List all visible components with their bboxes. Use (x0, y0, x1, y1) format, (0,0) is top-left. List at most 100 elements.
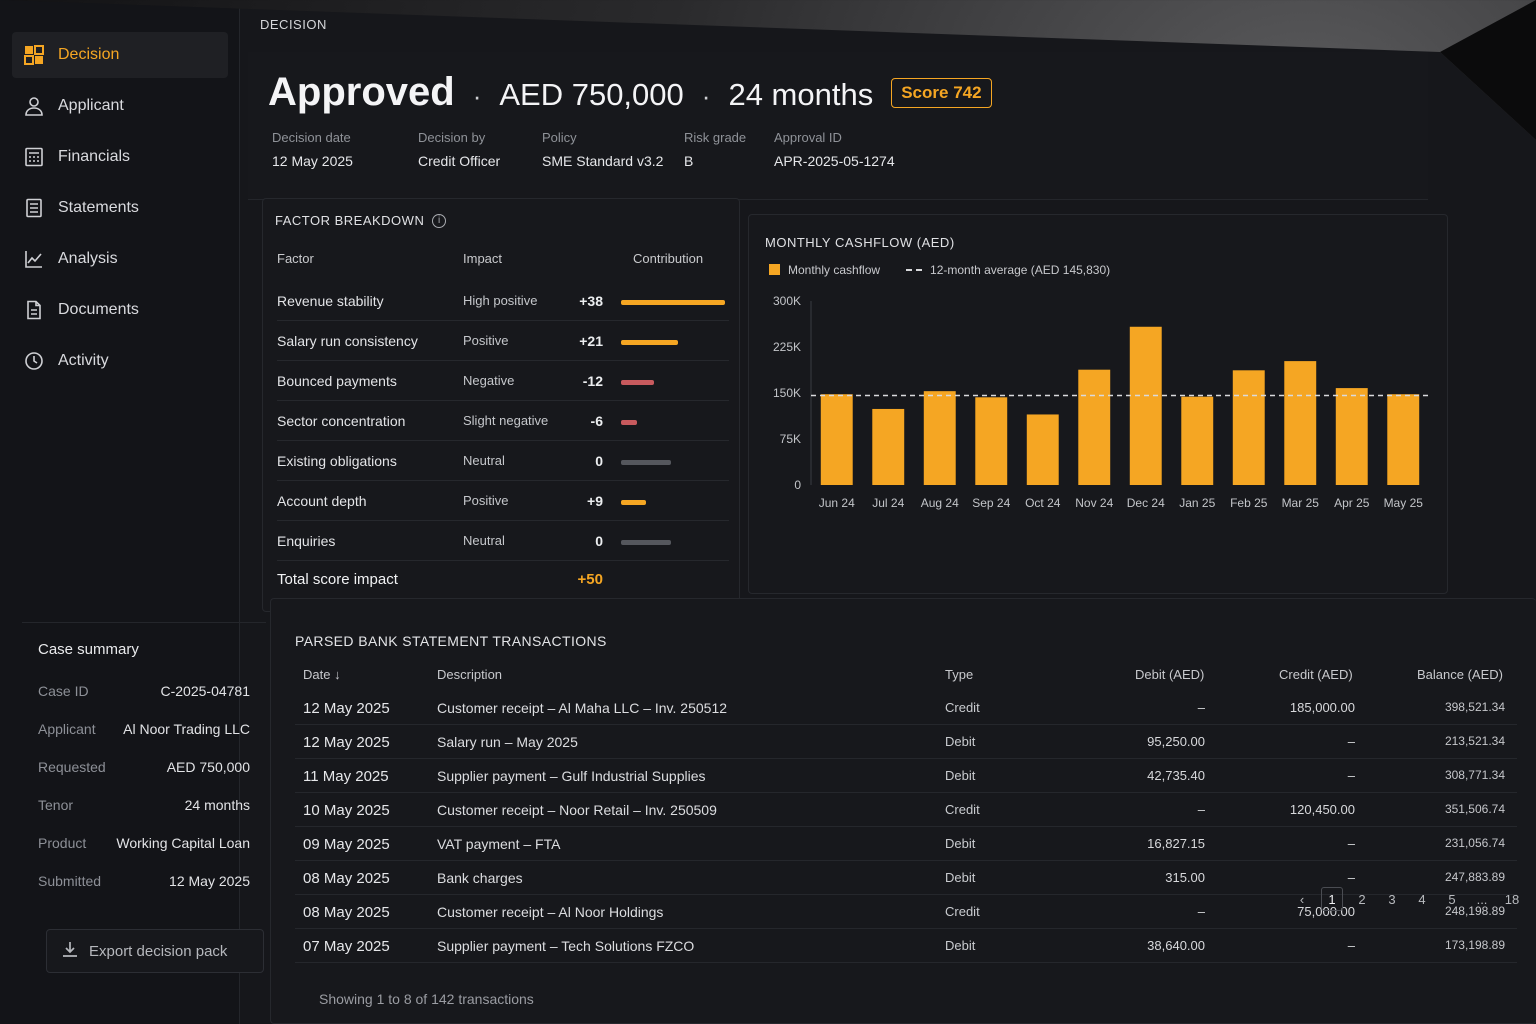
case-key: Case ID (38, 683, 89, 699)
sidebar-item-documents[interactable]: Documents (12, 287, 228, 333)
table-row[interactable]: 07 May 2025 Supplier payment – Tech Solut… (295, 929, 1517, 963)
table-row[interactable]: 10 May 2025 Customer receipt – Noor Retai… (295, 793, 1517, 827)
txn-description: Salary run – May 2025 (437, 734, 578, 750)
case-summary-title: Case summary (38, 641, 139, 658)
meta-value: APR-2025-05-1274 (774, 153, 895, 169)
bar-mar-25 (1284, 361, 1317, 485)
txn-type: Credit (945, 904, 980, 919)
credit-column-header: Credit (AED) (1279, 667, 1353, 682)
txn-credit: 185,000.00 (1289, 700, 1355, 715)
table-row[interactable]: 08 May 2025 Bank charges Debit 315.00 – 247,8… (295, 861, 1517, 895)
legend-item-cashflow: Monthly cashflow (769, 263, 880, 277)
txn-description: Bank charges (437, 870, 523, 886)
y-tick-label: 225K (773, 340, 801, 354)
transactions-title: PARSED BANK STATEMENT TRANSACTIONS (295, 633, 607, 649)
total-label: Total score impact (277, 571, 398, 588)
factor-value: 0 (595, 453, 603, 469)
sidebar-item-statements[interactable]: Statements (12, 185, 228, 231)
page-2-button[interactable]: 2 (1358, 891, 1366, 907)
factor-breakdown-panel: FACTOR BREAKDOWN i Factor Impact Contrib… (262, 198, 740, 612)
x-tick-label: Jun 24 (819, 496, 855, 510)
txn-date: 07 May 2025 (303, 938, 390, 955)
export-label: Export decision pack (89, 942, 228, 960)
table-row[interactable]: 08 May 2025 Customer receipt – Al Noor Ho… (295, 895, 1517, 929)
meta-label: Decision date (272, 130, 351, 145)
txn-debit: – (1197, 700, 1205, 715)
page-18-button[interactable]: 18 (1504, 891, 1520, 907)
txn-type: Debit (945, 836, 976, 851)
txn-date: 12 May 2025 (303, 734, 390, 751)
sidebar-item-applicant[interactable]: Applicant (12, 83, 228, 129)
meta-value: 12 May 2025 (272, 153, 353, 169)
case-value: AED 750,000 (166, 759, 250, 775)
date-column-header[interactable]: Date ↓ (303, 667, 341, 682)
bar-feb-25 (1232, 370, 1265, 485)
separator-dot: · (701, 81, 711, 111)
txn-balance: 231,056.74 (1444, 836, 1505, 850)
decision-term: 24 months (728, 77, 874, 112)
decision-headline: Approved · AED 750,000 · 24 months Score… (268, 70, 992, 115)
page-4-button[interactable]: 4 (1418, 891, 1426, 907)
txn-credit: – (1347, 836, 1355, 851)
case-key: Applicant (38, 721, 96, 737)
factor-breakdown-title: FACTOR BREAKDOWN i (275, 213, 447, 228)
table-row[interactable]: 09 May 2025 VAT payment – FTA Debit 16,827.… (295, 827, 1517, 861)
type-column-header: Type (945, 667, 974, 682)
export-decision-pack-button[interactable]: Export decision pack (46, 929, 264, 973)
x-tick-label: Aug 24 (921, 496, 959, 510)
score-badge: Score 742 (891, 77, 992, 108)
factor-impact: Neutral (463, 533, 505, 548)
table-row[interactable]: 12 May 2025 Salary run – May 2025 Debit 95,… (295, 725, 1517, 759)
page-5-button[interactable]: 5 (1448, 891, 1456, 907)
table-row[interactable]: 11 May 2025 Supplier payment – Gulf Indus… (295, 759, 1517, 793)
sidebar-item-analysis[interactable]: Analysis (12, 236, 228, 282)
txn-type: Debit (945, 870, 976, 885)
meta-decision-date: Decision date 12 May 2025 (272, 130, 353, 169)
case-row-tenor: Tenor 24 months (38, 786, 250, 824)
factor-name: Account depth (277, 493, 367, 509)
factor-row: Enquiries Neutral 0 (277, 521, 729, 561)
meta-label: Risk grade (684, 130, 747, 145)
x-tick-label: Jul 24 (872, 496, 904, 510)
sidebar-item-financials[interactable]: Financials (12, 134, 228, 180)
factor-row: Account depth Positive +9 (277, 481, 729, 521)
contribution-bar (621, 380, 654, 385)
x-tick-label: Sep 24 (972, 496, 1010, 510)
sidebar-item-label: Applicant (58, 97, 124, 114)
factor-name: Existing obligations (277, 453, 397, 469)
txn-credit: – (1347, 734, 1355, 749)
description-column-header: Description (437, 667, 503, 682)
case-value: Al Noor Trading LLC (123, 721, 250, 737)
x-tick-label: Jan 25 (1179, 496, 1215, 510)
y-tick-label: 150K (773, 386, 801, 400)
total-value: +50 (577, 571, 603, 588)
sidebar-item-activity[interactable]: Activity (12, 338, 228, 384)
page-1-button[interactable]: 1 (1321, 887, 1343, 911)
sidebar-item-label: Activity (58, 352, 109, 369)
sidebar-item-label: Financials (58, 148, 131, 165)
txn-balance: 308,771.34 (1444, 768, 1505, 782)
case-row-submitted: Submitted 12 May 2025 (38, 862, 250, 900)
decision-summary: Approved · AED 750,000 · 24 months Score… (248, 52, 1428, 200)
legend-item-average: 12-month average (AED 145,830) (906, 263, 1110, 277)
case-key: Submitted (38, 873, 102, 889)
factor-name: Revenue stability (277, 293, 384, 309)
next-page-button[interactable]: › (1531, 887, 1536, 911)
meta-value: SME Standard v3.2 (542, 153, 664, 169)
bar-jun-24 (820, 394, 853, 485)
previous-page-button[interactable]: ‹ (1299, 891, 1305, 907)
txn-balance: 351,506.74 (1444, 802, 1505, 816)
txn-date: 08 May 2025 (303, 870, 390, 887)
info-icon[interactable]: i (432, 213, 447, 228)
contribution-bar (621, 300, 725, 305)
case-key: Product (38, 835, 87, 851)
chart-title: MONTHLY CASHFLOW (AED) (765, 235, 955, 250)
txn-type: Debit (945, 938, 976, 953)
txn-date: 10 May 2025 (303, 802, 390, 819)
txn-debit: 315.00 (1165, 870, 1205, 885)
x-tick-label: Feb 25 (1230, 496, 1268, 510)
table-row[interactable]: 12 May 2025 Customer receipt – Al Maha LL… (295, 691, 1517, 725)
sidebar-item-decision[interactable]: Decision (12, 32, 228, 78)
page-3-button[interactable]: 3 (1388, 891, 1396, 907)
